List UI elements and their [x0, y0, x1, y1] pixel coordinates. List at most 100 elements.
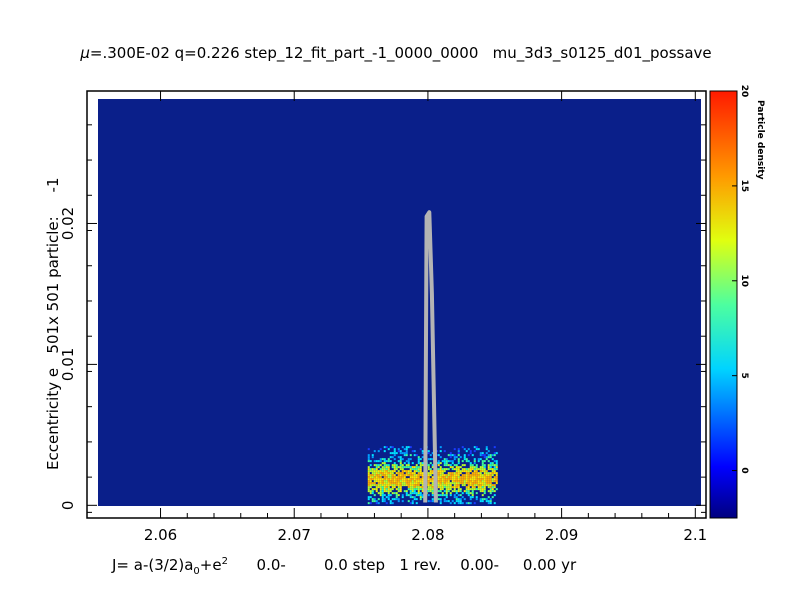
- density-cell-972: [395, 492, 398, 495]
- density-cell-564: [481, 476, 484, 479]
- density-cell-76: [403, 454, 406, 457]
- density-cell-469: [405, 474, 408, 477]
- density-cell-1105: [489, 500, 492, 503]
- density-cell-644: [385, 480, 388, 483]
- x-tick-label-2: 2.08: [411, 526, 444, 544]
- density-cell-768: [383, 484, 386, 487]
- density-cell-212: [373, 464, 376, 467]
- density-cell-18: [387, 448, 390, 451]
- density-cell-535: [421, 476, 424, 479]
- density-cell-408: [395, 472, 398, 475]
- density-cell-66: [457, 452, 460, 455]
- density-cell-1127: [489, 502, 492, 505]
- density-cell-753: [479, 482, 482, 485]
- density-cell-1071: [469, 498, 472, 501]
- density-cell-770: [387, 484, 390, 487]
- density-cell-186: [393, 462, 396, 465]
- density-cell-632: [489, 478, 492, 481]
- density-cell-60: [405, 452, 408, 455]
- density-cell-566: [485, 476, 488, 479]
- density-cell-843: [431, 486, 434, 489]
- density-cell-1000: [389, 494, 392, 497]
- density-cell-364: [407, 470, 410, 473]
- density-cell-108: [421, 456, 424, 459]
- density-cell-367: [415, 470, 418, 473]
- density-cell-361: [401, 470, 404, 473]
- density-cell-948: [451, 490, 454, 493]
- density-cell-984: [445, 492, 448, 495]
- density-cell-958: [481, 490, 484, 493]
- density-cell-961: [489, 490, 492, 493]
- density-cell-168: [443, 460, 446, 463]
- density-cell-339: [481, 468, 484, 471]
- density-cell-915: [491, 488, 494, 491]
- density-cell-904: [465, 488, 468, 491]
- density-cell-1018: [445, 494, 448, 497]
- density-cell-1086: [407, 500, 410, 503]
- density-cell-121: [367, 458, 370, 461]
- density-cell-606: [437, 478, 440, 481]
- density-cell-329: [461, 468, 464, 471]
- density-cell-292: [493, 466, 496, 469]
- density-cell-834: [409, 486, 412, 489]
- density-cell-764: [375, 484, 378, 487]
- density-cell-1006: [409, 494, 412, 497]
- density-cell-454: [373, 474, 376, 477]
- density-cell-496: [463, 474, 466, 477]
- density-cell-989: [467, 492, 470, 495]
- density-cell-397: [371, 472, 374, 475]
- density-cell-95: [481, 454, 484, 457]
- density-cell-836: [413, 486, 416, 489]
- density-cell-460: [385, 474, 388, 477]
- density-cell-763: [373, 484, 376, 487]
- density-cell-717: [405, 482, 408, 485]
- density-cell-293: [495, 466, 498, 469]
- density-cell-1126: [487, 502, 490, 505]
- density-cell-947: [447, 490, 450, 493]
- density-cell-401: [379, 472, 382, 475]
- density-cell-528: [401, 476, 404, 479]
- density-cell-885: [413, 488, 416, 491]
- density-cell-449: [493, 472, 496, 475]
- density-cell-518: [379, 476, 382, 479]
- density-cell-925: [387, 490, 390, 493]
- density-cell-305: [395, 468, 398, 471]
- density-cell-434: [455, 472, 458, 475]
- density-cell-360: [397, 470, 400, 473]
- density-cell-688: [475, 480, 478, 483]
- density-cell-48: [457, 450, 460, 453]
- density-cell-63: [427, 452, 430, 455]
- density-cell-554: [461, 476, 464, 479]
- density-cell-618: [461, 478, 464, 481]
- density-cell-711: [393, 482, 396, 485]
- density-cell-614: [453, 478, 456, 481]
- density-cell-391: [481, 470, 484, 473]
- density-cell-155: [383, 460, 386, 463]
- density-cell-1096: [447, 500, 450, 503]
- density-cell-515: [373, 476, 376, 479]
- density-cell-927: [397, 490, 400, 493]
- density-cell-719: [409, 482, 412, 485]
- density-cell-1027: [367, 496, 370, 499]
- density-cell-75: [393, 454, 396, 457]
- density-cell-784: [415, 484, 418, 487]
- density-cell-1055: [387, 498, 390, 501]
- density-cell-1043: [461, 496, 464, 499]
- density-cell-435: [457, 472, 460, 475]
- density-cell-411: [401, 472, 404, 475]
- density-cell-475: [417, 474, 420, 477]
- density-cell-1081: [381, 500, 384, 503]
- density-cell-848: [443, 486, 446, 489]
- density-cell-931: [409, 490, 412, 493]
- density-cell-204: [457, 462, 460, 465]
- density-cell-461: [387, 474, 390, 477]
- density-cell-920: [375, 490, 378, 493]
- density-cell-831: [397, 486, 400, 489]
- density-cell-433: [453, 472, 456, 475]
- density-cell-1089: [427, 500, 430, 503]
- density-cell-832: [399, 486, 402, 489]
- density-cell-523: [391, 476, 394, 479]
- density-cell-64: [431, 452, 434, 455]
- density-cell-510: [491, 474, 494, 477]
- density-cell-724: [419, 482, 422, 485]
